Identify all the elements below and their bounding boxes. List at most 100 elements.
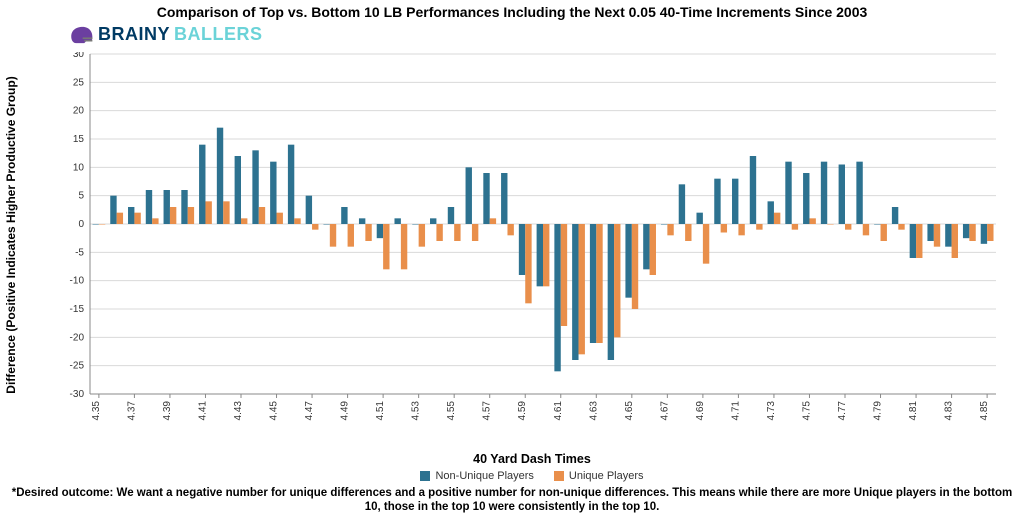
svg-text:4.53: 4.53 xyxy=(411,401,422,421)
svg-text:4.73: 4.73 xyxy=(766,401,777,421)
legend: Non-Unique Players Unique Players xyxy=(62,470,1002,482)
bar-unique xyxy=(916,224,922,258)
legend-label-nonunique: Non-Unique Players xyxy=(435,470,533,482)
bar-unique xyxy=(99,224,105,225)
svg-text:-5: -5 xyxy=(75,247,84,258)
bar-unique xyxy=(738,224,744,235)
bar-nonunique xyxy=(696,213,702,224)
bar-unique xyxy=(579,224,585,354)
svg-text:-15: -15 xyxy=(70,304,85,315)
bar-unique xyxy=(454,224,460,241)
bar-nonunique xyxy=(199,145,205,224)
bar-nonunique xyxy=(128,207,134,224)
bar-nonunique xyxy=(732,179,738,224)
svg-text:4.51: 4.51 xyxy=(375,401,386,421)
svg-text:15: 15 xyxy=(73,134,85,145)
svg-text:4.77: 4.77 xyxy=(837,401,848,421)
svg-text:5: 5 xyxy=(78,191,84,202)
svg-text:-30: -30 xyxy=(70,389,85,400)
bar-nonunique xyxy=(359,218,365,224)
bar-unique xyxy=(543,224,549,286)
svg-text:4.49: 4.49 xyxy=(340,401,351,421)
bar-unique xyxy=(259,207,265,224)
bar-unique xyxy=(792,224,798,230)
svg-text:30: 30 xyxy=(73,52,85,60)
bar-unique xyxy=(881,224,887,241)
y-axis-label: Difference (Positive Indicates Higher Pr… xyxy=(4,0,18,235)
legend-swatch-nonunique xyxy=(420,471,430,481)
bar-nonunique xyxy=(679,184,685,224)
bar-nonunique xyxy=(501,173,507,224)
bar-unique xyxy=(223,201,229,224)
bar-unique xyxy=(365,224,371,241)
bar-unique xyxy=(667,224,673,235)
bar-unique xyxy=(241,218,247,224)
bar-nonunique xyxy=(146,190,152,224)
svg-text:4.81: 4.81 xyxy=(908,401,919,421)
bar-nonunique xyxy=(643,224,649,269)
bar-unique xyxy=(614,224,620,337)
svg-text:4.35: 4.35 xyxy=(91,401,102,421)
svg-text:4.65: 4.65 xyxy=(624,401,635,421)
bar-unique xyxy=(472,224,478,241)
bar-nonunique xyxy=(394,218,400,224)
svg-text:25: 25 xyxy=(73,77,85,88)
logo-brainy-text: BRAINY xyxy=(98,24,170,45)
bar-nonunique xyxy=(235,156,241,224)
bar-unique xyxy=(152,218,158,224)
bar-unique xyxy=(117,213,123,224)
bar-nonunique xyxy=(821,162,827,224)
bar-unique xyxy=(294,218,300,224)
bar-unique xyxy=(348,224,354,247)
svg-text:4.67: 4.67 xyxy=(659,401,670,421)
bar-unique xyxy=(756,224,762,230)
bar-unique xyxy=(809,218,815,224)
bar-unique xyxy=(188,207,194,224)
bar-nonunique xyxy=(554,224,560,371)
bar-unique xyxy=(774,213,780,224)
footnote: *Desired outcome: We want a negative num… xyxy=(10,486,1014,515)
bar-unique xyxy=(863,224,869,235)
svg-text:-10: -10 xyxy=(70,276,85,287)
bar-nonunique xyxy=(608,224,614,360)
bar-nonunique xyxy=(412,224,418,225)
svg-text:4.39: 4.39 xyxy=(162,401,173,421)
bar-unique xyxy=(703,224,709,264)
svg-text:4.59: 4.59 xyxy=(517,401,528,421)
bar-nonunique xyxy=(981,224,987,244)
bar-nonunique xyxy=(963,224,969,238)
svg-text:4.61: 4.61 xyxy=(553,401,564,421)
bar-unique xyxy=(436,224,442,241)
bar-nonunique xyxy=(927,224,933,241)
bar-unique xyxy=(952,224,958,258)
bar-nonunique xyxy=(448,207,454,224)
bar-unique xyxy=(596,224,602,343)
bar-nonunique xyxy=(625,224,631,298)
bar-unique xyxy=(312,224,318,230)
bar-unique xyxy=(170,207,176,224)
bar-nonunique xyxy=(377,224,383,238)
bar-nonunique xyxy=(323,224,329,225)
chart-title: Comparison of Top vs. Bottom 10 LB Perfo… xyxy=(0,4,1024,20)
bar-unique xyxy=(685,224,691,241)
bar-unique xyxy=(490,218,496,224)
bar-unique xyxy=(632,224,638,309)
bar-unique xyxy=(330,224,336,247)
bar-unique xyxy=(934,224,940,247)
bar-unique xyxy=(969,224,975,241)
svg-text:4.71: 4.71 xyxy=(730,401,741,421)
bar-nonunique xyxy=(572,224,578,360)
brand-logo: BRAINYBALLERS xyxy=(68,24,263,45)
bar-nonunique xyxy=(288,145,294,224)
bar-nonunique xyxy=(892,207,898,224)
bar-unique xyxy=(419,224,425,247)
svg-text:-25: -25 xyxy=(70,361,85,372)
svg-text:4.75: 4.75 xyxy=(801,401,812,421)
bar-nonunique xyxy=(430,218,436,224)
bar-nonunique xyxy=(181,190,187,224)
bar-nonunique xyxy=(661,224,667,225)
legend-label-unique: Unique Players xyxy=(569,470,644,482)
bar-nonunique xyxy=(306,196,312,224)
svg-text:4.47: 4.47 xyxy=(304,401,315,421)
bar-nonunique xyxy=(92,224,98,225)
